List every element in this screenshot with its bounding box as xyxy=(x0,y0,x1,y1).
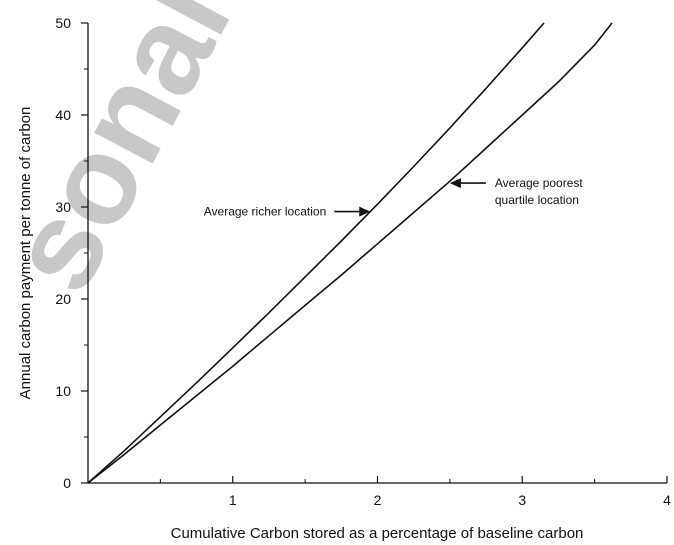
y-tick-label: 50 xyxy=(55,15,71,31)
x-tick-label: 3 xyxy=(518,492,526,508)
x-tick-label: 2 xyxy=(374,492,382,508)
x-tick-label: 4 xyxy=(663,492,671,508)
y-tick-label: 30 xyxy=(55,199,71,215)
y-axis-ticks: 0 10 20 30 40 50 xyxy=(55,15,88,491)
watermark-text: sonal xyxy=(0,0,257,313)
series-line-poorest-quartile xyxy=(87,22,613,484)
y-tick-label: 40 xyxy=(55,107,71,123)
x-axis-label: Cumulative Carbon stored as a percentage… xyxy=(171,525,584,542)
x-tick-label: 1 xyxy=(229,492,237,508)
y-tick-label: 10 xyxy=(55,383,71,399)
series-lines xyxy=(87,22,613,484)
arrowhead-richer-location xyxy=(359,206,371,217)
y-tick-label: 0 xyxy=(63,475,71,491)
y-tick-label: 20 xyxy=(55,291,71,307)
y-axis-label: Annual carbon payment per tonne of carbo… xyxy=(17,107,34,400)
arrowhead-poorest-quartile xyxy=(449,178,461,189)
x-axis-ticks: 1 2 3 4 xyxy=(159,476,671,508)
annotation-poorest-quartile-line: Average poorest xyxy=(495,176,584,190)
annotations: Average richer location Average poorest qu… xyxy=(204,176,584,219)
annotation-richer-location: Average richer location xyxy=(204,205,327,219)
series-line-richer-location xyxy=(87,22,545,484)
annotation-poorest-quartile-line: quartile location xyxy=(495,193,579,207)
